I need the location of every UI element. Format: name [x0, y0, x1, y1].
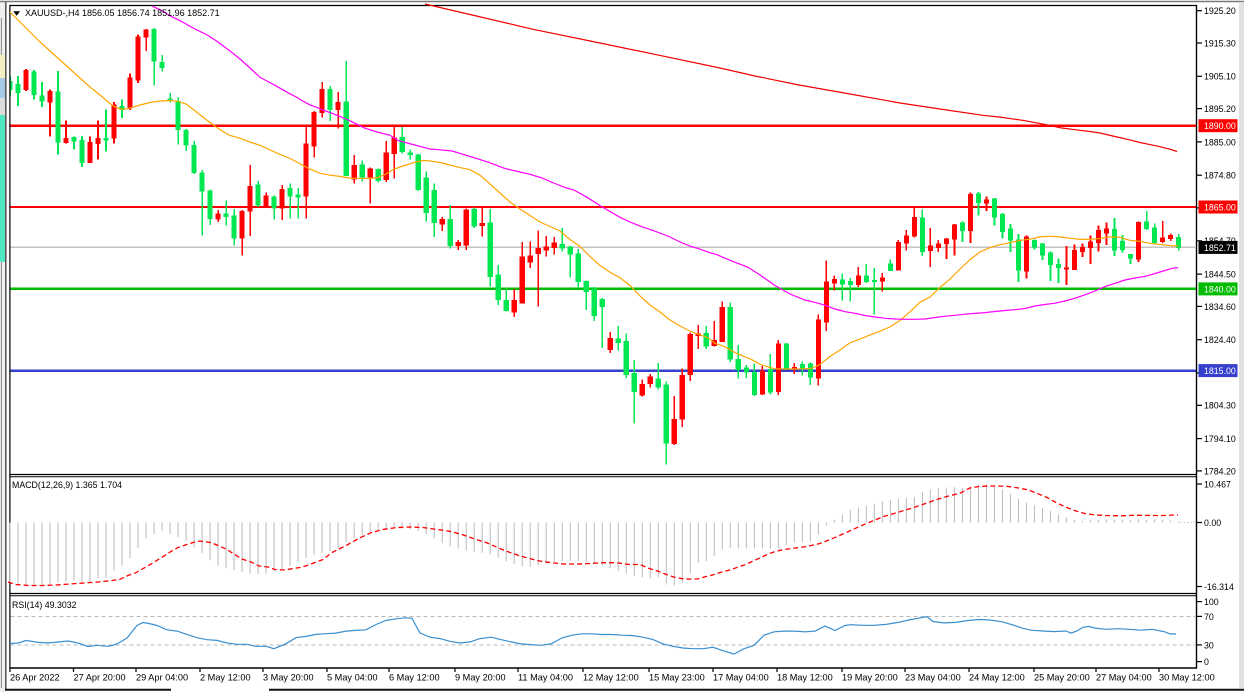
svg-text:-16.314: -16.314: [1204, 582, 1234, 592]
svg-text:1815.00: 1815.00: [1204, 366, 1236, 376]
svg-text:1890.00: 1890.00: [1204, 121, 1236, 131]
svg-text:15 May 23:00: 15 May 23:00: [649, 673, 705, 683]
svg-text:1925.20: 1925.20: [1204, 6, 1236, 16]
svg-text:27 Apr 20:00: 27 Apr 20:00: [74, 673, 126, 683]
svg-text:9 May 20:00: 9 May 20:00: [455, 673, 506, 683]
svg-text:17 May 04:00: 17 May 04:00: [713, 673, 769, 683]
svg-text:1794.10: 1794.10: [1204, 434, 1236, 444]
svg-text:29 Apr 04:00: 29 Apr 04:00: [136, 673, 188, 683]
svg-text:1840.00: 1840.00: [1204, 284, 1236, 294]
svg-text:1784.20: 1784.20: [1204, 466, 1236, 476]
svg-text:5 May 04:00: 5 May 04:00: [327, 673, 378, 683]
svg-text:1865.00: 1865.00: [1204, 202, 1236, 212]
svg-text:1885.00: 1885.00: [1204, 137, 1236, 147]
svg-text:2 May 12:00: 2 May 12:00: [200, 673, 251, 683]
svg-text:MACD(12,26,9) 1.365 1.704: MACD(12,26,9) 1.365 1.704: [12, 480, 122, 490]
svg-text:1905.10: 1905.10: [1204, 72, 1236, 82]
svg-text:70: 70: [1204, 612, 1214, 622]
svg-text:10.467: 10.467: [1204, 479, 1231, 489]
svg-text:1834.60: 1834.60: [1204, 302, 1236, 312]
svg-text:25 May 20:00: 25 May 20:00: [1034, 673, 1090, 683]
svg-text:6 May 12:00: 6 May 12:00: [389, 673, 440, 683]
svg-text:19 May 20:00: 19 May 20:00: [842, 673, 898, 683]
svg-text:1895.20: 1895.20: [1204, 104, 1236, 114]
svg-text:18 May 12:00: 18 May 12:00: [777, 673, 833, 683]
svg-text:0.00: 0.00: [1204, 518, 1221, 528]
svg-text:11 May 04:00: 11 May 04:00: [518, 673, 573, 683]
svg-text:1874.80: 1874.80: [1204, 171, 1236, 181]
svg-text:1844.50: 1844.50: [1204, 270, 1236, 280]
svg-text:30: 30: [1204, 640, 1214, 650]
svg-text:23 May 04:00: 23 May 04:00: [905, 673, 961, 683]
svg-text:12 May 12:00: 12 May 12:00: [583, 673, 639, 683]
svg-text:XAUUSD-,H4 1856.05 1856.74 18: XAUUSD-,H4 1856.05 1856.74 1851.96 1852.…: [25, 8, 220, 18]
svg-text:3 May 20:00: 3 May 20:00: [263, 673, 314, 683]
svg-text:100: 100: [1204, 597, 1219, 607]
svg-text:30 May 12:00: 30 May 12:00: [1159, 673, 1215, 683]
svg-text:1915.30: 1915.30: [1204, 38, 1236, 48]
svg-text:24 May 12:00: 24 May 12:00: [969, 673, 1025, 683]
svg-text:1824.40: 1824.40: [1204, 335, 1236, 345]
svg-text:26 Apr 2022: 26 Apr 2022: [10, 673, 60, 683]
svg-text:0: 0: [1204, 657, 1209, 667]
svg-text:1852.71: 1852.71: [1204, 243, 1236, 253]
svg-text:RSI(14) 49.3032: RSI(14) 49.3032: [12, 600, 77, 610]
svg-text:1804.30: 1804.30: [1204, 401, 1236, 411]
svg-text:27 May 04:00: 27 May 04:00: [1096, 673, 1152, 683]
